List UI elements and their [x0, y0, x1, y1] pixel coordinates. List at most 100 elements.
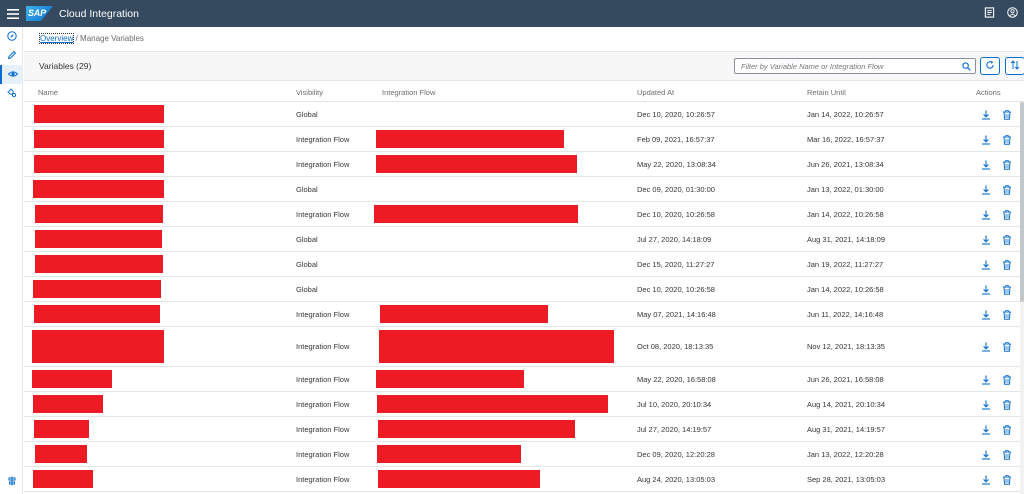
- download-icon[interactable]: [981, 375, 991, 385]
- redacted-variable-name: [33, 180, 164, 198]
- column-header-visibility[interactable]: Visibility: [296, 88, 323, 97]
- download-icon[interactable]: [981, 160, 991, 170]
- download-icon[interactable]: [981, 342, 991, 352]
- redacted-integration-flow: [380, 305, 548, 323]
- visibility-cell: Global: [296, 285, 318, 294]
- table-row[interactable]: Integration Flow Feb 09, 2021, 16:57:37 Ma…: [24, 127, 1022, 152]
- search-icon[interactable]: [962, 62, 971, 71]
- updated-at-cell: May 22, 2020, 16:58:08: [637, 375, 716, 384]
- delete-icon[interactable]: [1002, 260, 1012, 270]
- download-icon[interactable]: [981, 185, 991, 195]
- delete-icon[interactable]: [1002, 135, 1012, 145]
- visibility-cell: Integration Flow: [296, 400, 350, 409]
- download-icon[interactable]: [981, 235, 991, 245]
- breadcrumb-overview-link[interactable]: Overview: [38, 33, 75, 44]
- column-header-name[interactable]: Name: [38, 88, 59, 97]
- visibility-cell: Integration Flow: [296, 310, 350, 319]
- updated-at-cell: Jul 27, 2020, 14:18:09: [637, 235, 712, 244]
- delete-icon[interactable]: [1002, 235, 1012, 245]
- download-icon[interactable]: [981, 310, 991, 320]
- download-icon[interactable]: [981, 425, 991, 435]
- download-icon[interactable]: [981, 285, 991, 295]
- updated-at-cell: May 22, 2020, 13:08:34: [637, 160, 716, 169]
- delete-icon[interactable]: [1002, 310, 1012, 320]
- table-row[interactable]: Integration Flow May 22, 2020, 13:08:34 Ju…: [24, 152, 1022, 177]
- sort-button[interactable]: [1005, 57, 1024, 75]
- download-icon[interactable]: [981, 260, 991, 270]
- search-field[interactable]: [734, 58, 976, 74]
- breadcrumb: Overview / Manage Variables: [38, 33, 144, 44]
- table-row[interactable]: Integration Flow Oct 08, 2020, 18:13:35 No…: [24, 327, 1022, 367]
- sap-logo[interactable]: SAP: [26, 6, 53, 21]
- delete-icon[interactable]: [1002, 185, 1012, 195]
- download-icon[interactable]: [981, 400, 991, 410]
- retain-until-cell: Jan 13, 2022, 01:30:00: [807, 185, 884, 194]
- download-icon[interactable]: [981, 135, 991, 145]
- table-row[interactable]: Global Dec 09, 2020, 01:30:00 Jan 13, 2022…: [24, 177, 1022, 202]
- delete-icon[interactable]: [1002, 160, 1012, 170]
- redacted-integration-flow: [376, 370, 524, 388]
- download-icon[interactable]: [981, 450, 991, 460]
- scrollbar-thumb[interactable]: [1020, 102, 1024, 302]
- retain-until-cell: Jan 14, 2022, 10:26:58: [807, 210, 884, 219]
- delete-icon[interactable]: [1002, 110, 1012, 120]
- delete-icon[interactable]: [1002, 425, 1012, 435]
- redacted-variable-name: [35, 230, 162, 248]
- table-row[interactable]: Integration Flow May 07, 2021, 14:16:48 Ju…: [24, 302, 1022, 327]
- updated-at-cell: Dec 10, 2020, 10:26:58: [637, 210, 715, 219]
- redacted-integration-flow: [377, 445, 521, 463]
- delete-icon[interactable]: [1002, 475, 1012, 485]
- nav-discover[interactable]: [0, 27, 23, 46]
- delete-icon[interactable]: [1002, 285, 1012, 295]
- redacted-integration-flow: [377, 395, 608, 413]
- column-header-updated-at[interactable]: Updated At: [637, 88, 675, 97]
- visibility-cell: Global: [296, 185, 318, 194]
- download-icon[interactable]: [981, 210, 991, 220]
- table-row[interactable]: Integration Flow Jul 27, 2020, 14:19:57 Au…: [24, 417, 1022, 442]
- delete-icon[interactable]: [1002, 375, 1012, 385]
- redacted-variable-name: [34, 420, 89, 438]
- pin-icon: [7, 476, 17, 488]
- retain-until-cell: Aug 31, 2021, 14:18:09: [807, 235, 885, 244]
- nav-settings[interactable]: [0, 84, 23, 103]
- updated-at-cell: May 07, 2021, 14:16:48: [637, 310, 716, 319]
- redacted-integration-flow: [378, 470, 540, 488]
- delete-icon[interactable]: [1002, 342, 1012, 352]
- updated-at-cell: Aug 24, 2020, 13:05:03: [637, 475, 715, 484]
- redacted-variable-name: [34, 305, 160, 323]
- visibility-cell: Integration Flow: [296, 475, 350, 484]
- column-header-retain-until[interactable]: Retain Until: [807, 88, 846, 97]
- refresh-button[interactable]: [980, 57, 1000, 75]
- table-row[interactable]: Global Dec 10, 2020, 10:26:58 Jan 14, 2022…: [24, 277, 1022, 302]
- table-row[interactable]: Integration Flow Jul 10, 2020, 20:10:34 Au…: [24, 392, 1022, 417]
- delete-icon[interactable]: [1002, 400, 1012, 410]
- table-row[interactable]: Integration Flow Dec 09, 2020, 12:20:28 Ja…: [24, 442, 1022, 467]
- table-row[interactable]: Integration Flow Dec 10, 2020, 10:26:58 Ja…: [24, 202, 1022, 227]
- download-icon[interactable]: [981, 110, 991, 120]
- updated-at-cell: Dec 10, 2020, 10:26:58: [637, 285, 715, 294]
- hamburger-icon[interactable]: [0, 0, 26, 27]
- table-row[interactable]: Global Jul 27, 2020, 14:18:09 Aug 31, 2021…: [24, 227, 1022, 252]
- delete-icon[interactable]: [1002, 450, 1012, 460]
- delete-icon[interactable]: [1002, 210, 1012, 220]
- nav-pin[interactable]: [0, 472, 23, 491]
- download-icon[interactable]: [981, 475, 991, 485]
- nav-monitor[interactable]: [0, 65, 23, 84]
- search-input[interactable]: [735, 59, 955, 73]
- table-row[interactable]: Global Dec 10, 2020, 10:26:57 Jan 14, 2022…: [24, 102, 1022, 127]
- nav-design[interactable]: [0, 46, 23, 65]
- redacted-variable-name: [35, 205, 163, 223]
- visibility-cell: Integration Flow: [296, 160, 350, 169]
- column-header-integration-flow[interactable]: Integration Flow: [382, 88, 436, 97]
- user-icon[interactable]: [1007, 7, 1018, 20]
- notes-icon[interactable]: [984, 7, 995, 20]
- table-row[interactable]: Integration Flow May 22, 2020, 16:58:08 Ju…: [24, 367, 1022, 392]
- settings-icon: [7, 88, 17, 100]
- updated-at-cell: Jul 10, 2020, 20:10:34: [637, 400, 712, 409]
- table-row[interactable]: Global Dec 15, 2020, 11:27:27 Jan 19, 2022…: [24, 252, 1022, 277]
- retain-until-cell: Jun 26, 2021, 16:58:08: [807, 375, 884, 384]
- updated-at-cell: Jul 27, 2020, 14:19:57: [637, 425, 712, 434]
- table-row[interactable]: Integration Flow Aug 24, 2020, 13:05:03 Se…: [24, 467, 1022, 492]
- updated-at-cell: Dec 09, 2020, 12:20:28: [637, 450, 715, 459]
- redacted-integration-flow: [376, 155, 577, 173]
